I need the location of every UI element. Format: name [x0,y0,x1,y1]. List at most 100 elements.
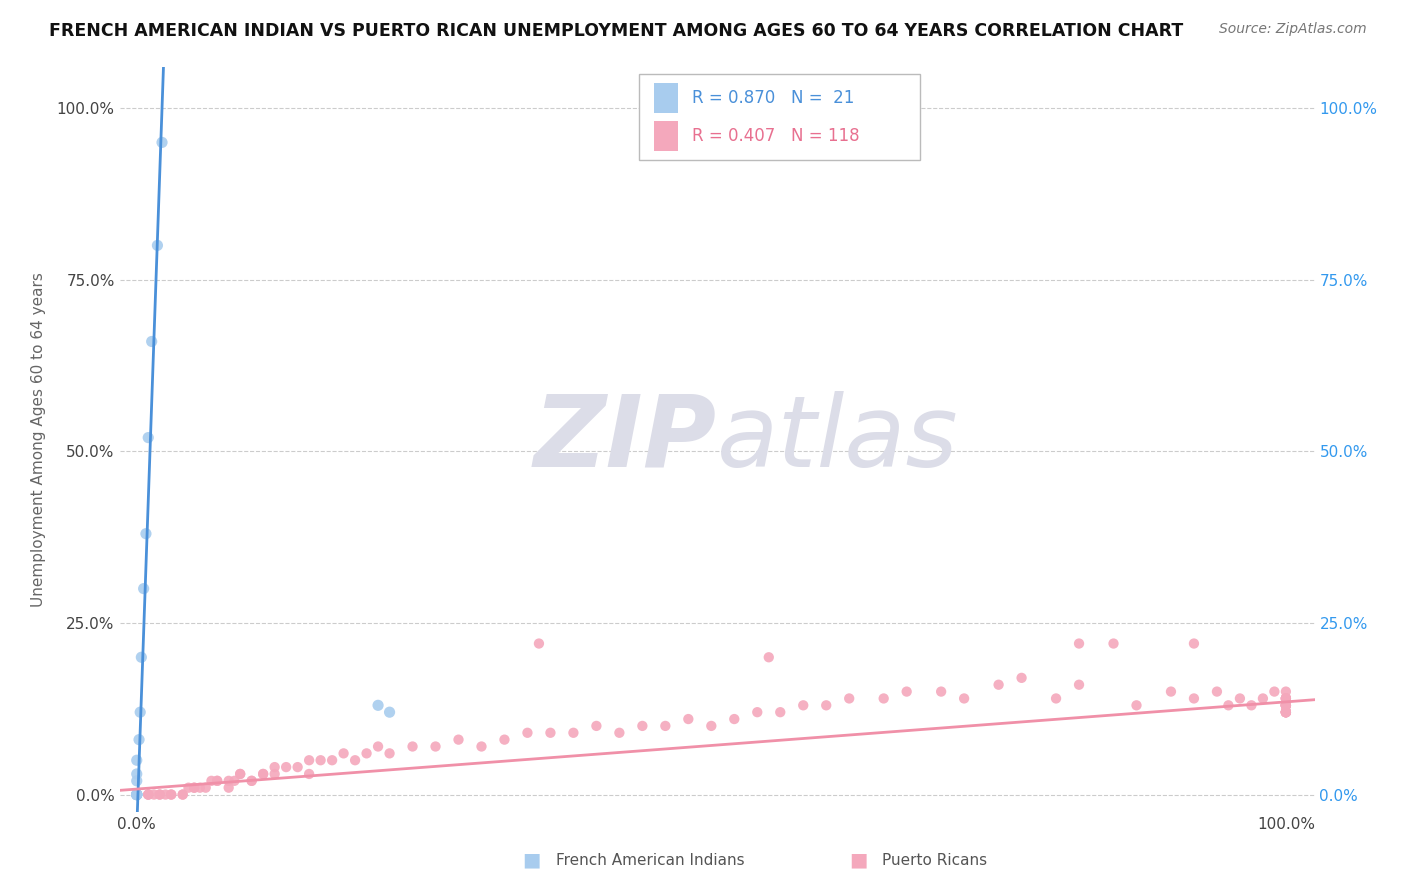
Point [276,760,298,774]
Point [132,582,155,596]
Point [128,732,150,747]
Point [125,788,148,802]
Y-axis label: Unemployment Among Ages 60 to 64 years: Unemployment Among Ages 60 to 64 years [31,272,45,607]
Point [1275,705,1298,719]
Point [149,788,172,802]
Point [838,691,860,706]
Point [769,705,792,719]
Point [125,788,148,802]
Point [309,753,332,767]
Point [298,753,321,767]
Point [263,767,285,781]
Point [125,788,148,802]
Point [1275,698,1298,713]
Point [1275,691,1298,706]
Point [1067,636,1090,650]
Point [125,788,148,802]
Point [146,238,169,252]
Point [585,719,607,733]
Point [136,788,159,802]
Point [172,788,194,802]
Point [1275,705,1298,719]
Point [1275,691,1298,706]
Point [1011,671,1033,685]
Point [1275,698,1298,713]
Point [125,788,148,802]
Point [218,773,240,788]
Point [1275,698,1298,713]
Point [155,788,177,802]
Point [136,788,159,802]
Point [1275,691,1298,706]
Text: FRENCH AMERICAN INDIAN VS PUERTO RICAN UNEMPLOYMENT AMONG AGES 60 TO 64 YEARS CO: FRENCH AMERICAN INDIAN VS PUERTO RICAN U… [49,22,1184,40]
Point [929,684,952,698]
Point [378,747,401,761]
Point [516,725,538,739]
Point [125,788,148,802]
Point [125,788,148,802]
Point [125,788,148,802]
Point [1125,698,1147,713]
Point [177,780,200,795]
Point [252,767,274,781]
Point [218,780,240,795]
Point [160,788,183,802]
Point [252,767,274,781]
Point [1275,691,1298,706]
Point [1275,705,1298,719]
Point [131,650,153,665]
Point [1206,684,1229,698]
Point [1275,691,1298,706]
Point [538,725,561,739]
Point [1275,684,1298,698]
Point [136,788,159,802]
Text: French American Indians: French American Indians [555,853,744,868]
Point [183,780,205,795]
Point [1229,691,1251,706]
Point [321,753,343,767]
Point [723,712,745,726]
Point [1275,698,1298,713]
Point [125,788,148,802]
Point [287,760,309,774]
Point [136,431,159,445]
Point [654,719,676,733]
Point [150,136,173,150]
Text: ■: ■ [523,851,541,870]
Point [332,747,354,761]
Bar [640,74,920,160]
Point [494,732,516,747]
Point [344,753,367,767]
Point [205,773,228,788]
Point [183,780,205,795]
Point [125,788,148,802]
Point [125,788,148,802]
Point [470,739,492,754]
Point [125,788,148,802]
Point [1182,691,1205,706]
Point [1275,705,1298,719]
Point [125,788,148,802]
Point [1275,705,1298,719]
Point [263,760,285,774]
Point [200,773,222,788]
Point [1275,698,1298,713]
Point [1251,691,1274,706]
Bar [654,121,678,151]
Point [1275,698,1298,713]
Point [125,788,148,802]
Point [125,753,148,767]
Point [298,767,321,781]
Point [125,788,148,802]
Point [1275,698,1298,713]
Point [125,788,148,802]
Point [125,788,148,802]
Point [1275,705,1298,719]
Point [1275,698,1298,713]
Text: R = 0.870   N =  21: R = 0.870 N = 21 [692,89,855,107]
Point [987,678,1010,692]
Point [240,773,263,788]
Point [1263,684,1285,698]
Point [1275,705,1298,719]
Point [125,788,148,802]
